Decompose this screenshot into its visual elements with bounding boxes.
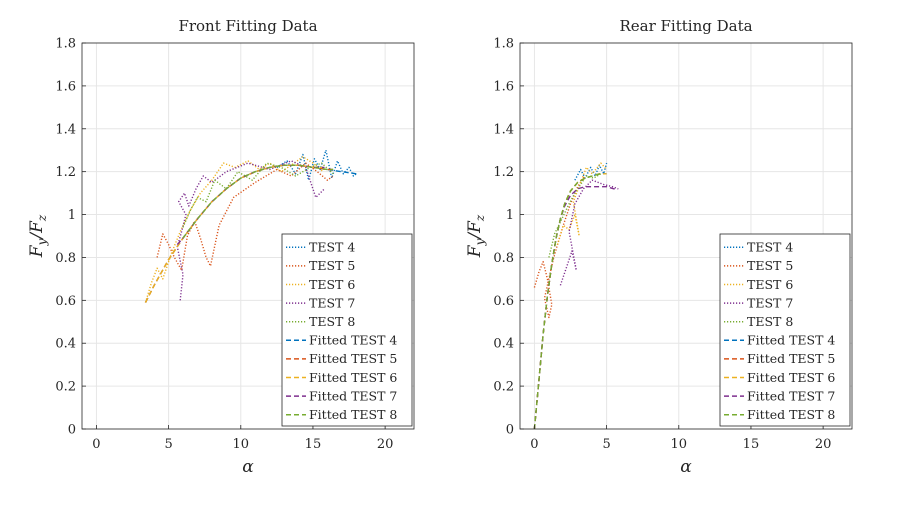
- y-axis-label-subscript: z: [35, 214, 49, 222]
- legend-entry: Fitted TEST 6: [747, 370, 835, 385]
- series-line-test-7: [559, 179, 619, 286]
- y-tick-label: 0.6: [55, 294, 76, 309]
- legend-entry: Fitted TEST 4: [747, 333, 835, 348]
- x-axis-label: α: [680, 457, 692, 477]
- x-tick-label: 10: [233, 437, 250, 452]
- series-line-test-4: [574, 162, 608, 181]
- legend-entry: Fitted TEST 5: [747, 351, 835, 366]
- x-tick-label: 5: [602, 437, 610, 452]
- x-tick-label: 0: [92, 437, 100, 452]
- series-line-fitted-test-8: [182, 164, 334, 239]
- y-axis-label-subscript: y: [473, 238, 487, 246]
- chart-title: Rear Fitting Data: [619, 17, 752, 35]
- y-tick-label: 1.6: [55, 79, 76, 94]
- x-tick-label: 20: [815, 437, 832, 452]
- y-axis-label-part: F: [465, 244, 485, 258]
- y-axis-label: Fy/Fz: [27, 214, 49, 258]
- legend-entry: Fitted TEST 5: [309, 351, 397, 366]
- y-axis-label-part: F: [27, 244, 47, 258]
- series-line-test-8: [548, 173, 602, 258]
- chart-panel-1: 0 5 10 15 20 0 0.2 0.4 0.6 0.8 1 1.2 1.4 1.6 1.8 Front …: [27, 17, 415, 477]
- series-line-test-6: [144, 155, 324, 303]
- legend-entry: TEST 8: [747, 314, 793, 329]
- series-line-fitted-test-8: [533, 173, 601, 429]
- y-tick-label: 1.2: [55, 165, 76, 180]
- series-line-test-5: [156, 162, 334, 271]
- chart-panel-2: 0 5 10 15 20 0 0.2 0.4 0.6 0.8 1 1.2 1.4 1.6 1.8 Rear F…: [465, 17, 853, 477]
- legend-entry: Fitted TEST 7: [747, 388, 835, 403]
- legend-entry: TEST 7: [747, 295, 793, 310]
- y-axis-label-subscript: z: [473, 214, 487, 222]
- y-tick-label: 0.8: [55, 251, 76, 266]
- legend: TEST 4 TEST 5 TEST 6 TEST 7 TEST 8 Fitted TES…: [719, 233, 851, 427]
- y-tick-label: 1.8: [493, 37, 514, 52]
- x-tick-label: 15: [743, 437, 760, 452]
- legend-box: [719, 233, 851, 427]
- y-tick-label: 0: [68, 423, 76, 438]
- y-tick-label: 1: [506, 208, 514, 223]
- legend-entry: TEST 4: [747, 240, 793, 255]
- legend-entry: Fitted TEST 7: [309, 388, 397, 403]
- y-tick-label: 0.2: [55, 380, 76, 395]
- legend-entry: TEST 7: [309, 295, 355, 310]
- y-tick-label: 1.4: [55, 122, 76, 137]
- y-tick-label: 0.4: [55, 337, 76, 352]
- legend-entry: TEST 6: [309, 277, 355, 292]
- legend-entry: TEST 8: [309, 314, 355, 329]
- y-tick-label: 1: [68, 208, 76, 223]
- legend-entry: Fitted TEST 8: [309, 407, 397, 422]
- x-tick-label: 20: [377, 437, 394, 452]
- y-tick-label: 1.2: [493, 165, 514, 180]
- legend-entry: TEST 6: [747, 277, 793, 292]
- y-tick-label: 0.4: [493, 337, 514, 352]
- x-axis-label: α: [242, 457, 254, 477]
- series-group: [144, 149, 357, 303]
- y-tick-label: 1.8: [55, 37, 76, 52]
- axes-box: [519, 42, 853, 430]
- legend-entry: TEST 5: [747, 258, 793, 273]
- legend-entry: TEST 5: [309, 258, 355, 273]
- y-axis-label-part: /F: [27, 220, 47, 241]
- legend-entry: Fitted TEST 8: [747, 407, 835, 422]
- y-tick-label: 0: [506, 423, 514, 438]
- y-axis-label-part: /F: [465, 220, 485, 241]
- y-tick-label: 1.6: [493, 79, 514, 94]
- y-tick-label: 0.6: [493, 294, 514, 309]
- series-group: [533, 162, 619, 429]
- y-tick-label: 0.2: [493, 380, 514, 395]
- legend-entry: Fitted TEST 4: [309, 333, 397, 348]
- legend-entry: Fitted TEST 6: [309, 370, 397, 385]
- legend: TEST 4 TEST 5 TEST 6 TEST 7 TEST 8 Fitted TES…: [281, 233, 413, 427]
- x-tick-label: 0: [530, 437, 538, 452]
- y-axis-label: Fy/Fz: [465, 214, 487, 258]
- y-axis-label-subscript: y: [35, 238, 49, 246]
- x-tick-label: 15: [305, 437, 322, 452]
- chart-title: Front Fitting Data: [178, 17, 317, 35]
- legend-box: [281, 233, 413, 427]
- series-line-test-5: [533, 175, 586, 319]
- x-tick-label: 10: [671, 437, 688, 452]
- series-line-test-6: [556, 162, 608, 245]
- legend-entry: TEST 4: [309, 240, 355, 255]
- y-tick-label: 1.4: [493, 122, 514, 137]
- y-tick-label: 0.8: [493, 251, 514, 266]
- axes-box: [81, 42, 415, 430]
- x-tick-label: 5: [164, 437, 172, 452]
- series-line-test-8: [182, 162, 334, 228]
